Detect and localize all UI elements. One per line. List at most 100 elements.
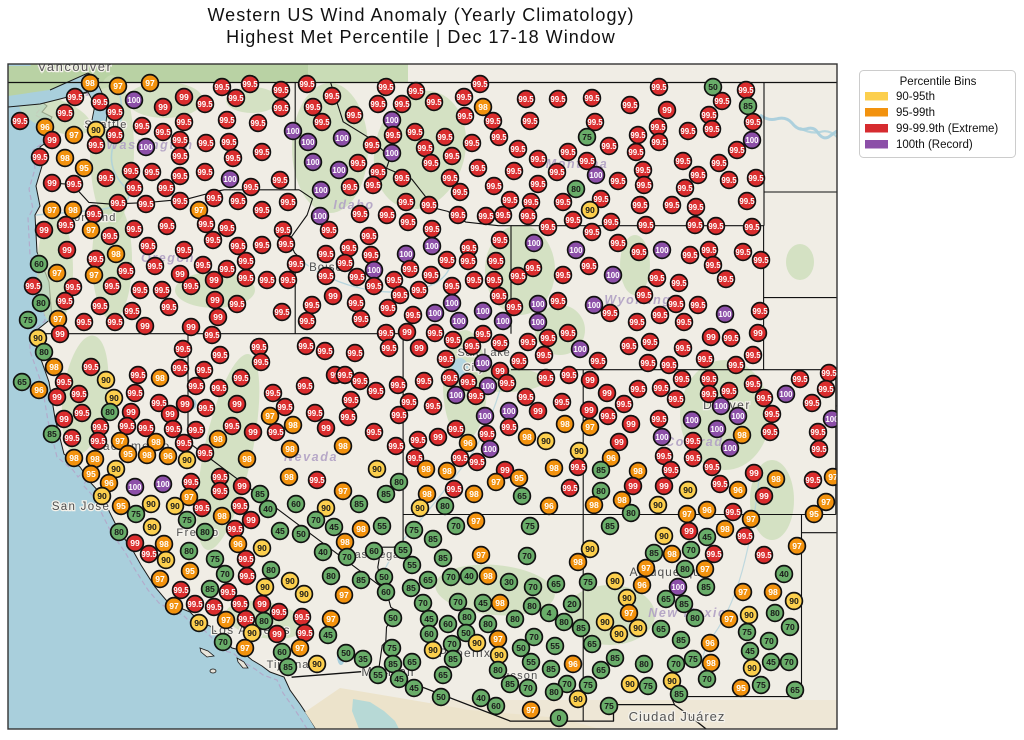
svg-text:99.5: 99.5 bbox=[158, 184, 174, 193]
svg-text:99.5: 99.5 bbox=[243, 183, 259, 192]
svg-text:80: 80 bbox=[200, 527, 210, 537]
svg-text:99.5: 99.5 bbox=[212, 473, 228, 482]
svg-text:99.5: 99.5 bbox=[651, 415, 667, 424]
svg-text:98: 98 bbox=[720, 524, 730, 534]
svg-text:99.5: 99.5 bbox=[188, 426, 204, 435]
svg-text:100: 100 bbox=[502, 407, 516, 416]
svg-text:99.5: 99.5 bbox=[506, 303, 522, 312]
svg-text:98: 98 bbox=[356, 524, 366, 534]
svg-text:99.5: 99.5 bbox=[603, 218, 619, 227]
svg-text:90: 90 bbox=[146, 499, 156, 509]
svg-text:99.5: 99.5 bbox=[756, 394, 772, 403]
svg-text:99.5: 99.5 bbox=[56, 378, 72, 387]
svg-text:99.5: 99.5 bbox=[175, 345, 191, 354]
svg-text:99.5: 99.5 bbox=[502, 196, 518, 205]
svg-text:99.5: 99.5 bbox=[642, 338, 658, 347]
svg-text:80: 80 bbox=[36, 298, 46, 308]
svg-text:99.5: 99.5 bbox=[378, 83, 394, 92]
svg-text:99.5: 99.5 bbox=[370, 100, 386, 109]
svg-text:99.5: 99.5 bbox=[712, 480, 728, 489]
svg-text:99.5: 99.5 bbox=[386, 276, 402, 285]
svg-text:90: 90 bbox=[600, 617, 610, 627]
svg-text:99.5: 99.5 bbox=[510, 272, 526, 281]
svg-text:100: 100 bbox=[478, 412, 492, 421]
svg-text:99.5: 99.5 bbox=[653, 384, 669, 393]
svg-text:100: 100 bbox=[445, 299, 459, 308]
svg-text:99.5: 99.5 bbox=[341, 244, 357, 253]
svg-text:96: 96 bbox=[34, 385, 44, 395]
svg-text:95: 95 bbox=[514, 473, 524, 483]
svg-text:99: 99 bbox=[321, 423, 331, 433]
svg-text:95: 95 bbox=[123, 449, 133, 459]
svg-text:75: 75 bbox=[688, 654, 698, 664]
svg-text:60: 60 bbox=[369, 546, 379, 556]
svg-text:35: 35 bbox=[358, 654, 368, 664]
svg-text:96: 96 bbox=[702, 505, 712, 515]
svg-text:95: 95 bbox=[86, 469, 96, 479]
svg-text:99.5: 99.5 bbox=[159, 222, 175, 231]
svg-text:50: 50 bbox=[388, 613, 398, 623]
svg-text:98: 98 bbox=[159, 539, 169, 549]
svg-text:99: 99 bbox=[158, 102, 168, 112]
svg-text:99: 99 bbox=[62, 245, 72, 255]
svg-text:99.5: 99.5 bbox=[600, 412, 616, 421]
svg-text:99.5: 99.5 bbox=[442, 374, 458, 383]
svg-text:99.5: 99.5 bbox=[704, 125, 720, 134]
svg-text:85: 85 bbox=[596, 465, 606, 475]
svg-text:100: 100 bbox=[156, 480, 170, 489]
svg-text:98: 98 bbox=[737, 430, 747, 440]
svg-text:99.5: 99.5 bbox=[183, 282, 199, 291]
svg-text:100: 100 bbox=[731, 412, 745, 421]
svg-text:99.5: 99.5 bbox=[601, 142, 617, 151]
svg-text:99: 99 bbox=[47, 178, 57, 188]
svg-text:96: 96 bbox=[163, 451, 173, 461]
svg-text:99.5: 99.5 bbox=[161, 303, 177, 312]
svg-text:99.5: 99.5 bbox=[656, 452, 672, 461]
svg-text:99.5: 99.5 bbox=[555, 271, 571, 280]
svg-text:50: 50 bbox=[296, 529, 306, 539]
svg-text:90: 90 bbox=[573, 694, 583, 704]
svg-text:75: 75 bbox=[583, 577, 593, 587]
svg-text:99.5: 99.5 bbox=[444, 152, 460, 161]
svg-text:99.5: 99.5 bbox=[176, 246, 192, 255]
svg-text:99.5: 99.5 bbox=[687, 221, 703, 230]
svg-text:97: 97 bbox=[295, 643, 305, 653]
svg-text:75: 75 bbox=[604, 701, 614, 711]
svg-text:95-99th: 95-99th bbox=[896, 107, 935, 119]
svg-text:99.5: 99.5 bbox=[811, 445, 827, 454]
svg-text:99.5: 99.5 bbox=[183, 478, 199, 487]
svg-text:96: 96 bbox=[544, 501, 554, 511]
svg-text:99.5: 99.5 bbox=[102, 232, 118, 241]
svg-text:99.5: 99.5 bbox=[347, 349, 363, 358]
svg-text:90: 90 bbox=[614, 629, 624, 639]
svg-text:99: 99 bbox=[126, 407, 136, 417]
svg-text:99.5: 99.5 bbox=[491, 133, 507, 142]
svg-text:99.5: 99.5 bbox=[232, 600, 248, 609]
svg-text:99: 99 bbox=[614, 437, 624, 447]
svg-text:99.5: 99.5 bbox=[468, 392, 484, 401]
svg-text:97: 97 bbox=[221, 615, 231, 625]
svg-text:99.5: 99.5 bbox=[651, 83, 667, 92]
svg-text:99.5: 99.5 bbox=[187, 600, 203, 609]
svg-text:80: 80 bbox=[39, 347, 49, 357]
svg-text:99.5: 99.5 bbox=[764, 410, 780, 419]
svg-text:99.5: 99.5 bbox=[506, 167, 522, 176]
svg-text:80: 80 bbox=[462, 612, 472, 622]
svg-text:99: 99 bbox=[328, 291, 338, 301]
svg-text:80: 80 bbox=[770, 608, 780, 618]
svg-text:60: 60 bbox=[277, 647, 287, 657]
svg-text:99.5: 99.5 bbox=[804, 399, 820, 408]
svg-text:99.5: 99.5 bbox=[381, 344, 397, 353]
svg-text:97: 97 bbox=[115, 436, 125, 446]
svg-text:99.5: 99.5 bbox=[456, 93, 472, 102]
svg-text:97: 97 bbox=[326, 614, 336, 624]
svg-text:100: 100 bbox=[306, 158, 320, 167]
svg-text:99.5: 99.5 bbox=[638, 221, 654, 230]
svg-text:98: 98 bbox=[495, 598, 505, 608]
svg-text:99.5: 99.5 bbox=[254, 206, 270, 215]
svg-text:97: 97 bbox=[194, 205, 204, 215]
svg-text:99.5: 99.5 bbox=[690, 171, 706, 180]
svg-text:99.5: 99.5 bbox=[233, 374, 249, 383]
svg-text:99.5: 99.5 bbox=[250, 119, 266, 128]
svg-text:99.5: 99.5 bbox=[495, 211, 511, 220]
